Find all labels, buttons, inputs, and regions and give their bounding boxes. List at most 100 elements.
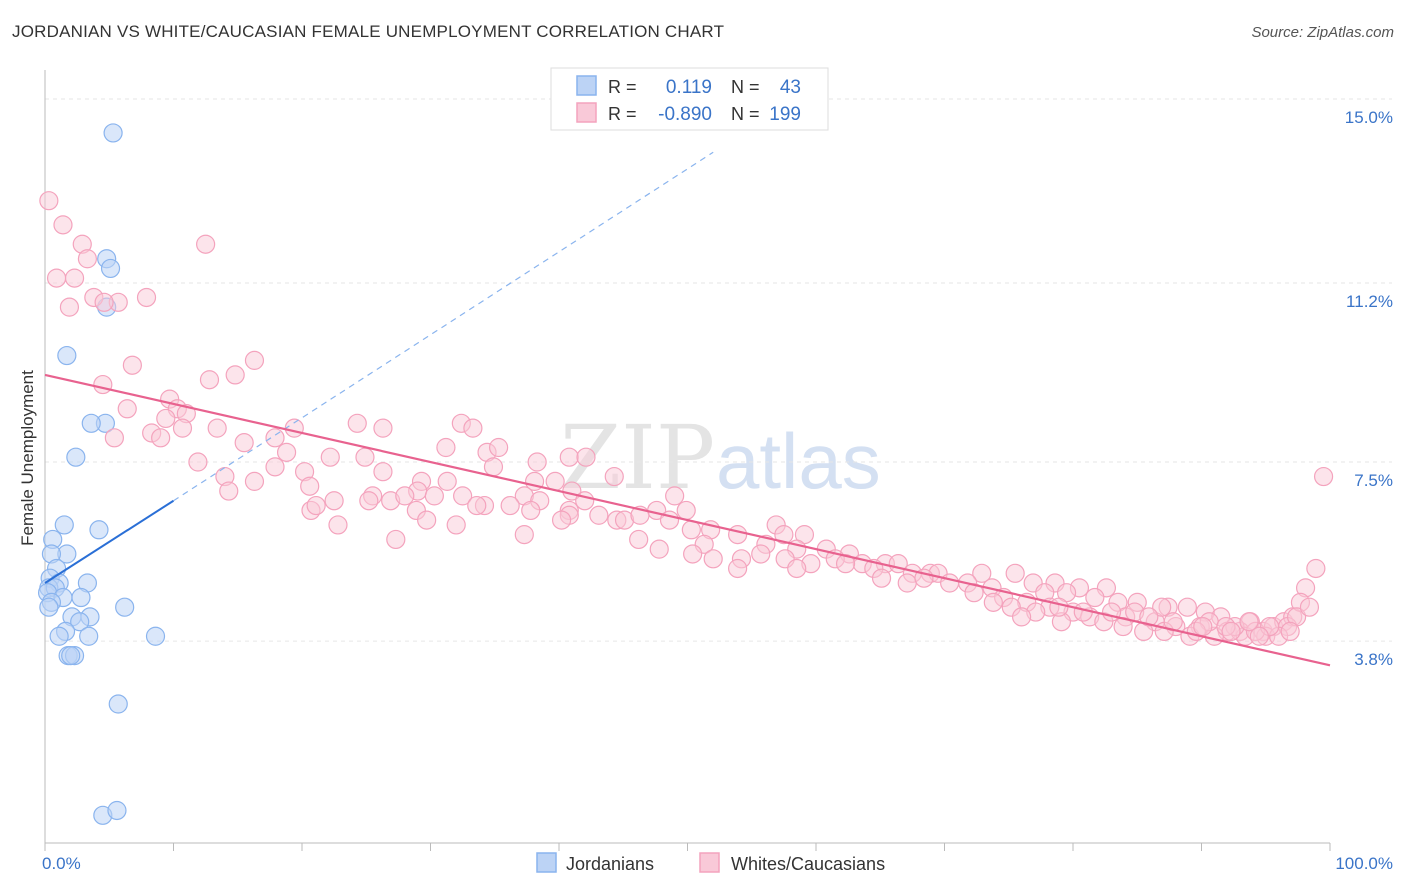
point-whites-82 <box>589 505 609 525</box>
series-legend: Jordanians Whites/Caucasians <box>536 852 885 874</box>
y-tick-label-0: 3.8% <box>1354 650 1393 669</box>
legend-r-label-1: R = <box>608 77 637 97</box>
point-whites-24 <box>284 418 304 438</box>
point-whites-75 <box>467 495 487 516</box>
legend-n-label-2: N = <box>731 104 760 124</box>
point-whites-35 <box>320 447 340 467</box>
point-jordanians-23 <box>115 597 135 617</box>
point-whites-63 <box>324 491 344 511</box>
point-whites-15 <box>199 370 220 390</box>
point-whites-66 <box>395 486 415 506</box>
point-whites-192 <box>1139 607 1159 627</box>
point-whites-197 <box>1280 621 1300 642</box>
point-whites-12 <box>244 350 265 370</box>
point-jordanians-34 <box>61 646 81 666</box>
legend-r-value-1: 0.119 <box>666 77 712 98</box>
point-whites-27 <box>104 428 124 448</box>
point-whites-160 <box>983 592 1003 612</box>
legend-n-value-2: 199 <box>769 104 801 125</box>
point-whites-28 <box>265 428 285 448</box>
point-jordanians-24 <box>39 597 59 617</box>
series-legend-swatch-jordanians <box>536 852 557 873</box>
point-whites-49 <box>244 471 265 491</box>
legend-box <box>550 67 829 131</box>
point-whites-179 <box>1152 597 1172 617</box>
point-whites-5 <box>46 268 67 288</box>
point-jordanians-21 <box>71 587 91 608</box>
point-jordanians-7 <box>66 447 86 467</box>
point-whites-31 <box>373 418 393 438</box>
point-whites-50 <box>300 476 320 496</box>
point-whites-123 <box>1005 563 1025 583</box>
point-whites-36 <box>355 447 375 467</box>
point-jordanians-31 <box>145 626 166 646</box>
point-whites-3 <box>196 234 216 254</box>
point-whites-56 <box>219 481 239 501</box>
point-whites-190 <box>1049 597 1069 617</box>
point-whites-88 <box>328 515 348 535</box>
point-whites-104 <box>649 539 669 559</box>
point-whites-196 <box>1249 626 1269 646</box>
point-whites-116 <box>728 558 748 579</box>
point-whites-194 <box>1193 616 1213 637</box>
point-whites-11 <box>94 292 114 312</box>
point-whites-94 <box>774 525 794 545</box>
point-whites-129 <box>897 573 917 593</box>
legend-n-label-1: N = <box>731 77 760 97</box>
point-jordanians-8 <box>54 515 74 535</box>
point-jordanians-37 <box>107 800 127 821</box>
point-whites-105 <box>683 544 703 564</box>
point-whites-67 <box>424 486 444 506</box>
point-jordanians-29 <box>49 626 69 646</box>
point-whites-14 <box>225 365 245 385</box>
point-whites-7 <box>59 297 80 317</box>
point-jordanians-27 <box>70 612 90 632</box>
point-whites-30 <box>347 413 367 433</box>
point-whites-122 <box>972 563 992 583</box>
point-whites-59 <box>453 486 473 506</box>
point-whites-69 <box>500 495 520 516</box>
point-whites-176 <box>1313 466 1334 487</box>
series-legend-label-jordanians: Jordanians <box>566 854 654 874</box>
watermark-atlas: atlas <box>716 417 881 505</box>
point-whites-108 <box>751 544 771 564</box>
x-tick-labels: 0.0% 100.0% <box>42 854 1393 873</box>
point-whites-1 <box>53 215 73 235</box>
point-whites-62 <box>665 486 685 506</box>
point-whites-33 <box>463 418 483 438</box>
watermark: ZIP atlas <box>560 406 881 509</box>
point-whites-0 <box>39 191 59 211</box>
point-whites-39 <box>489 437 509 458</box>
legend-swatch-whites <box>576 102 597 123</box>
y-tick-label-1: 7.5% <box>1354 471 1393 490</box>
legend-swatch-jordanians <box>576 75 597 96</box>
point-whites-144 <box>964 583 984 603</box>
point-jordanians-4 <box>57 345 77 366</box>
point-whites-93 <box>728 525 748 545</box>
point-whites-46 <box>559 447 579 467</box>
point-whites-34 <box>276 442 297 462</box>
point-whites-20 <box>156 408 176 429</box>
correlation-legend: R = 0.119 N = 43 R = -0.890 N = 199 <box>550 67 829 131</box>
point-whites-90 <box>551 510 572 530</box>
point-whites-140 <box>1177 597 1197 617</box>
point-whites-10 <box>136 287 157 308</box>
point-whites-198 <box>1299 597 1320 617</box>
point-whites-41 <box>265 457 285 477</box>
x-tick-label-1: 100.0% <box>1335 854 1393 873</box>
point-whites-29 <box>234 433 254 453</box>
y-tick-label-3: 15.0% <box>1345 108 1393 127</box>
point-whites-6 <box>64 268 85 288</box>
point-whites-76 <box>521 500 541 521</box>
point-whites-64 <box>359 491 379 511</box>
legend-n-value-1: 43 <box>780 77 801 98</box>
trend-line-jordanians-extension <box>173 151 714 502</box>
point-whites-4 <box>77 249 98 269</box>
chart-source: Source: ZipAtlas.com <box>1251 24 1394 41</box>
point-whites-80 <box>417 510 437 530</box>
point-whites-73 <box>306 495 326 516</box>
y-tick-labels: 3.8% 7.5% 11.2% 15.0% <box>1345 108 1393 669</box>
point-whites-40 <box>188 452 208 472</box>
point-whites-128 <box>871 568 892 588</box>
point-whites-13 <box>122 355 142 375</box>
